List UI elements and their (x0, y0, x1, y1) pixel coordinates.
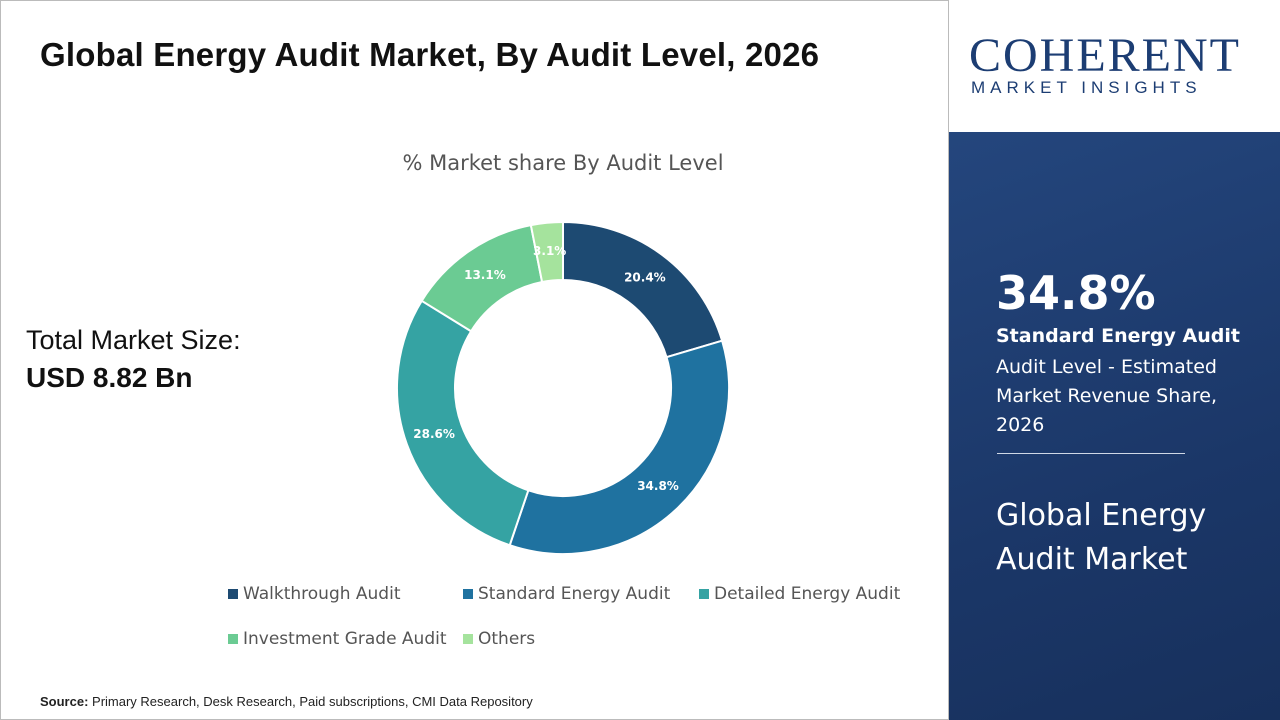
page-title: Global Energy Audit Market, By Audit Lev… (40, 36, 820, 73)
data-label: 3.1% (533, 244, 566, 258)
highlight-value: 34.8% (996, 266, 1156, 320)
legend-swatch (699, 589, 709, 599)
donut-slice (529, 220, 564, 284)
highlight-market: Global Energy Audit Market (996, 498, 1207, 577)
legend-label: Others (478, 629, 535, 649)
market-size-value: USD 8.82 Bn (26, 362, 193, 393)
donut-slice (508, 339, 730, 555)
legend-label: Detailed Energy Audit (714, 584, 901, 604)
legend-swatch (228, 634, 238, 644)
market-size-label: Total Market Size: (26, 325, 241, 355)
data-label: 28.6% (413, 427, 455, 441)
logo-name: COHERENT (969, 29, 1241, 82)
source-text: Primary Research, Desk Research, Paid su… (92, 694, 533, 709)
source: Source: Primary Research, Desk Research,… (40, 694, 533, 709)
legend-label: Standard Energy Audit (478, 584, 671, 604)
donut-slice (562, 220, 724, 359)
legend-swatch (463, 589, 473, 599)
data-label: 13.1% (464, 268, 506, 282)
chart: % Market share By Audit Level 20.4% 34.8%… (228, 151, 901, 649)
data-label: 34.8% (637, 479, 679, 493)
highlight-description: Audit Level - Estimated Market Revenue S… (996, 356, 1218, 436)
data-label: 20.4% (624, 271, 666, 285)
donut-slice (396, 299, 530, 547)
highlight-segment: Standard Energy Audit (996, 325, 1240, 347)
divider (997, 453, 1185, 454)
logo-area: COHERENT MARKET INSIGHTS (949, 0, 1280, 132)
source-label: Source: (40, 694, 89, 709)
legend-label: Investment Grade Audit (243, 629, 447, 649)
legend-label: Walkthrough Audit (243, 584, 401, 604)
chart-subtitle: % Market share By Audit Level (402, 151, 723, 175)
logo-tagline: MARKET INSIGHTS (971, 78, 1202, 97)
legend-swatch (228, 589, 238, 599)
legend-swatch (463, 634, 473, 644)
highlight-panel: 34.8% Standard Energy Audit Audit Level … (949, 132, 1280, 720)
